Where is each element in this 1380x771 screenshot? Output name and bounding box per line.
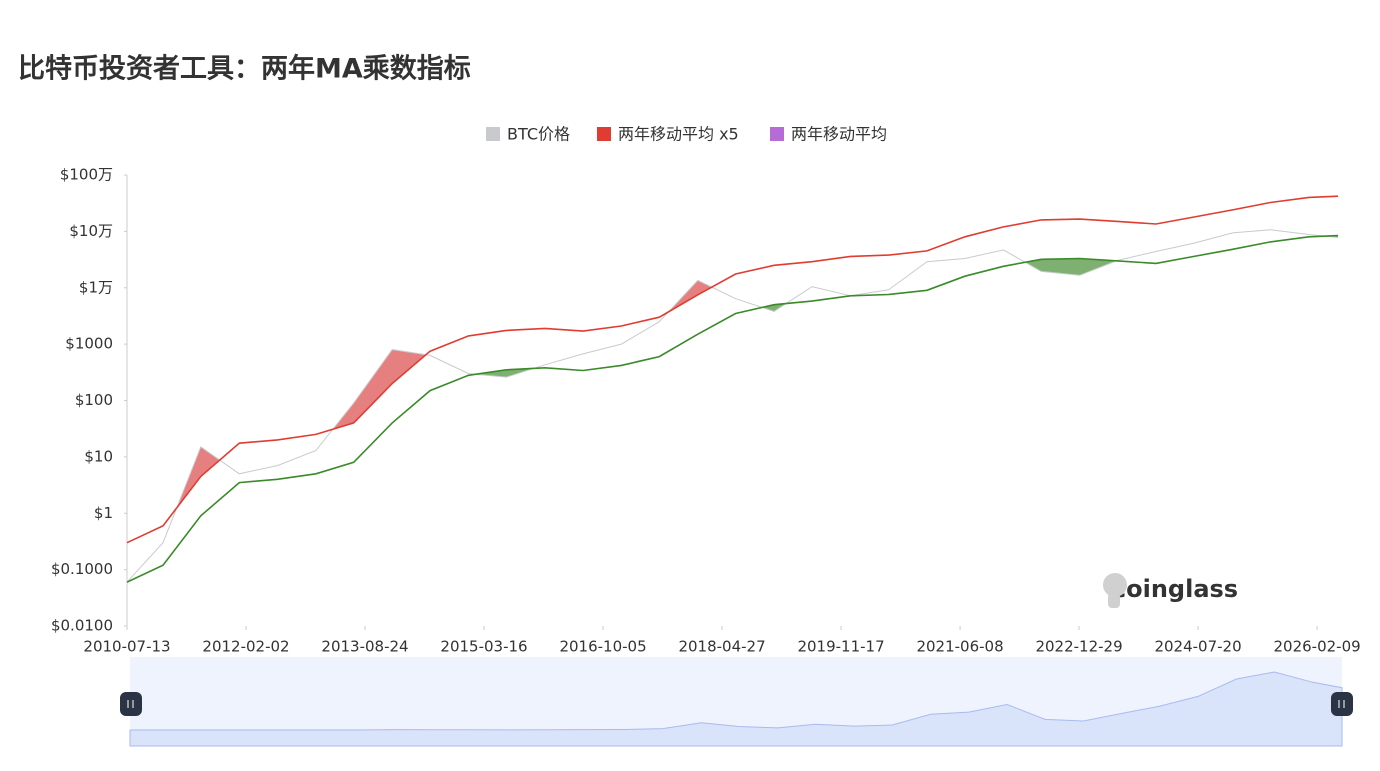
x-tick-label: 2026-02-09 xyxy=(1273,638,1360,656)
y-tick-label: $1000 xyxy=(65,335,113,353)
legend-swatch xyxy=(770,127,784,141)
navigator-handle[interactable] xyxy=(1331,692,1353,716)
series-line xyxy=(126,234,1339,583)
x-tick-label: 2021-06-08 xyxy=(916,638,1003,656)
x-tick-label: 2022-12-29 xyxy=(1035,638,1122,656)
x-tick-label: 2019-11-17 xyxy=(797,638,884,656)
y-tick-label: $0.0100 xyxy=(51,617,113,635)
series-line xyxy=(126,229,1339,583)
legend-label: 两年移动平均 x5 xyxy=(618,125,739,144)
y-tick-label: $1 xyxy=(94,504,113,522)
overvalued-fill xyxy=(127,196,1338,543)
y-tick-label: $10万 xyxy=(69,222,113,240)
series-line xyxy=(126,195,1339,544)
x-tick-label: 2018-04-27 xyxy=(678,638,765,656)
navigator-handle[interactable] xyxy=(120,692,142,716)
y-tick-label: $100 xyxy=(75,391,113,409)
watermark-icon xyxy=(1103,573,1127,608)
x-tick-label: 2010-07-13 xyxy=(83,638,170,656)
legend-label: BTC价格 xyxy=(507,125,570,144)
watermark: coinglass xyxy=(1112,575,1238,603)
legend-label: 两年移动平均 xyxy=(791,125,887,144)
y-tick-label: $100万 xyxy=(60,166,113,184)
y-tick-label: $0.1000 xyxy=(51,560,113,578)
y-tick-label: $1万 xyxy=(79,278,113,296)
chart-title: 比特币投资者工具：两年MA乘数指标 xyxy=(18,53,471,85)
legend-swatch xyxy=(597,127,611,141)
x-tick-label: 2012-02-02 xyxy=(202,638,289,656)
navigator-area xyxy=(129,671,1343,747)
undervalued-fill xyxy=(127,235,1338,583)
y-tick-label: $10 xyxy=(84,447,113,465)
x-tick-label: 2015-03-16 xyxy=(440,638,527,656)
x-tick-label: 2024-07-20 xyxy=(1154,638,1241,656)
x-tick-label: 2013-08-24 xyxy=(321,638,408,656)
legend-swatch xyxy=(486,127,500,141)
x-tick-label: 2016-10-05 xyxy=(559,638,646,656)
